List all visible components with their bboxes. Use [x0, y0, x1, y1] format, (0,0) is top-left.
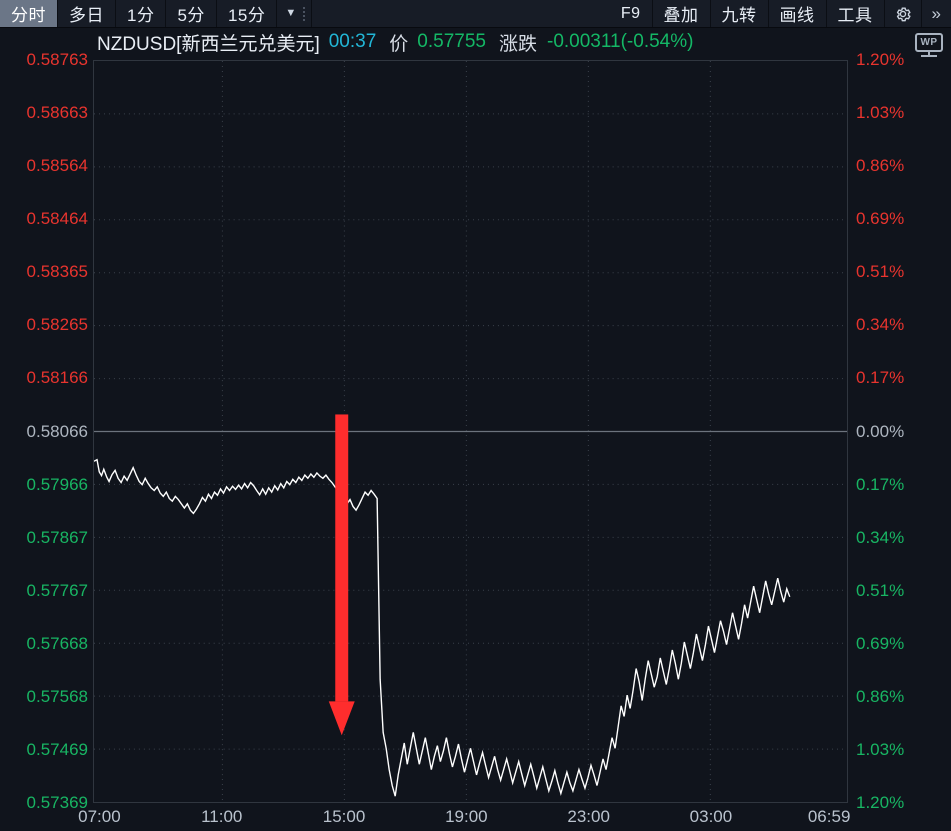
right-axis-tick: 1.03%: [856, 739, 905, 759]
chevron-double-right-icon: »: [931, 4, 941, 23]
left-axis-tick: 0.57369: [26, 793, 88, 812]
right-axis-tick: 0.00%: [856, 421, 905, 441]
left-axis-tick: 0.58763: [26, 50, 88, 69]
button-f9[interactable]: F9: [610, 0, 653, 27]
time-axis-tick: 15:00: [322, 807, 366, 826]
right-axis-tick: 0.69%: [856, 209, 905, 229]
symbol-name: NZDUSD[新西兰元兑美元]: [97, 33, 320, 55]
button-nine-turn[interactable]: 九转: [711, 0, 769, 27]
button-overlay[interactable]: 叠加: [653, 0, 711, 27]
wp-watermark: WP: [913, 33, 945, 61]
left-axis-tick: 0.58066: [26, 421, 88, 441]
left-axis-tick: 0.57568: [26, 686, 88, 706]
price-line-series: [94, 458, 791, 797]
tab-1min[interactable]: 1分: [116, 0, 167, 27]
toolbar-spacer: [312, 0, 610, 27]
button-draw-line[interactable]: 画线: [769, 0, 827, 27]
left-axis-tick: 0.57966: [26, 474, 88, 494]
right-axis-tick: 1.20%: [856, 793, 905, 812]
left-axis-tick: 0.58365: [26, 262, 88, 282]
right-axis-tick: 0.51%: [856, 580, 905, 600]
monitor-base: [921, 55, 937, 57]
change-value: -0.00311(-0.54%): [547, 31, 694, 52]
price-value: 0.57755: [417, 31, 486, 52]
time-axis-tick: 19:00: [445, 807, 488, 826]
expand-toolbar-button[interactable]: »: [922, 0, 951, 27]
right-axis-tick: 0.34%: [856, 527, 905, 547]
change-label: 涨跌: [498, 33, 537, 55]
right-axis-tick: 0.51%: [856, 262, 905, 282]
right-axis-tick: 0.69%: [856, 633, 905, 653]
tab-15min[interactable]: 15分: [217, 0, 278, 27]
left-axis-tick: 0.57867: [26, 527, 88, 547]
quote-header: NZDUSD[新西兰元兑美元] 00:37 价 0.57755 涨跌 -0.00…: [0, 28, 951, 56]
button-tools[interactable]: 工具: [827, 0, 885, 27]
chart-gridlines: [94, 61, 847, 802]
tab-fenshi[interactable]: 分时: [0, 0, 58, 27]
quote-time: 00:37: [328, 31, 377, 52]
left-axis-tick: 0.58663: [26, 103, 88, 123]
time-axis: 07:00 11:00 15:00 19:00 23:00 03:00 06:59: [0, 805, 951, 831]
settings-button[interactable]: [885, 0, 922, 27]
right-axis-tick: 0.17%: [856, 368, 905, 388]
right-axis-tick: 0.86%: [856, 156, 905, 176]
toolbar: 分时 多日 1分 5分 15分 ▼ F9 叠加 九转 画线 工具 »: [0, 0, 951, 28]
drag-handle-icon: [303, 6, 306, 21]
monitor-icon: WP: [915, 33, 943, 52]
gear-icon: [896, 6, 911, 21]
left-axis-tick: 0.58166: [26, 368, 88, 388]
right-axis-tick: 1.03%: [856, 103, 905, 123]
chart-annotations: [328, 414, 355, 736]
price-label: 价: [389, 33, 409, 55]
left-axis-tick: 0.57668: [26, 633, 88, 653]
time-axis-tick: 06:59: [807, 807, 851, 826]
right-axis-tick: 0.34%: [856, 315, 905, 335]
time-axis-tick: 11:00: [201, 807, 243, 826]
time-axis-tick: 03:00: [689, 807, 733, 826]
left-axis-tick: 0.57767: [26, 580, 88, 600]
tab-5min[interactable]: 5分: [166, 0, 217, 27]
left-axis-tick: 0.58464: [26, 209, 88, 229]
caret-down-icon: ▼: [285, 7, 297, 19]
tab-duori[interactable]: 多日: [58, 0, 116, 27]
time-axis-tick: 07:00: [78, 807, 121, 826]
period-dropdown-button[interactable]: ▼: [277, 0, 313, 27]
right-axis-tick: 1.20%: [856, 50, 905, 69]
left-axis-tick: 0.58265: [26, 315, 88, 335]
right-axis-tick: 0.86%: [856, 686, 905, 706]
right-axis-tick: 0.17%: [856, 474, 905, 494]
monitor-stand: [928, 52, 930, 55]
left-axis-tick: 0.57469: [26, 739, 88, 759]
left-axis-tick: 0.58564: [26, 156, 88, 176]
price-chart[interactable]: [93, 60, 848, 803]
time-axis-tick: 23:00: [567, 807, 610, 826]
